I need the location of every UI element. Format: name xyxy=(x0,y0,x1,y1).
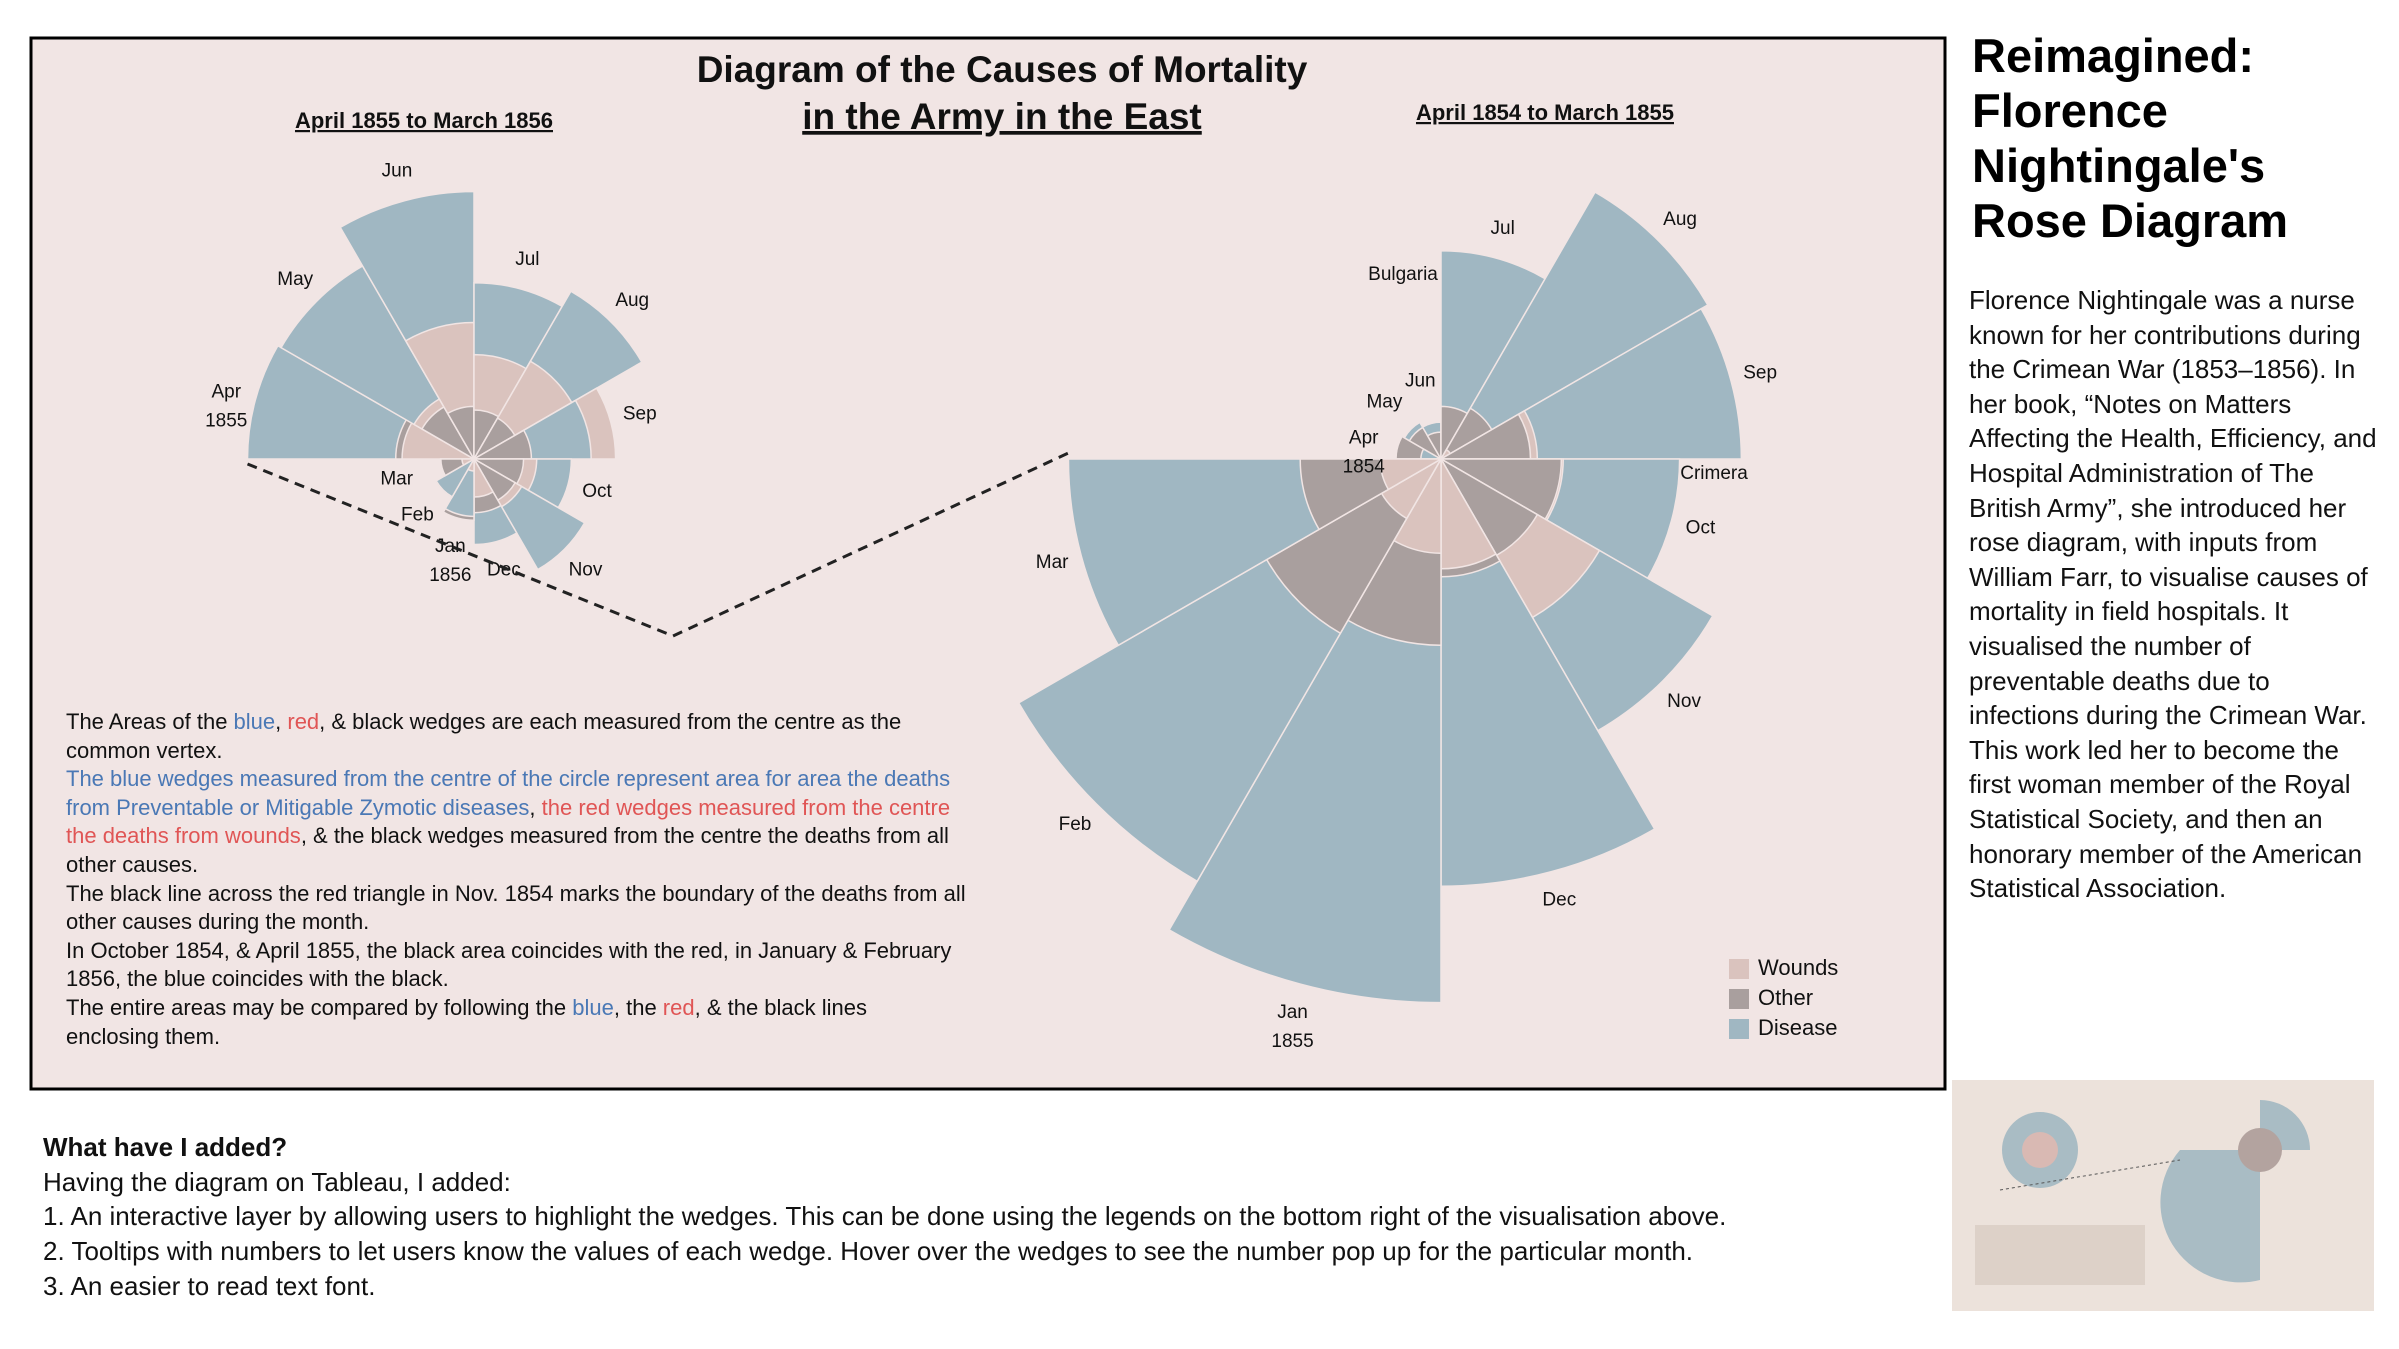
thumbnail-shape xyxy=(1975,1225,2145,1285)
thumbnail-shape xyxy=(2160,1150,2260,1283)
additions: What have I added? Having the diagram on… xyxy=(43,1130,1923,1304)
month-label: Jun xyxy=(1405,371,1436,392)
annotation: Crimera xyxy=(1680,463,1748,484)
month-label: Jan xyxy=(1277,1002,1308,1023)
annotation: 1855 xyxy=(205,411,247,432)
month-label: Nov xyxy=(569,560,603,581)
wedge[interactable] xyxy=(461,458,477,467)
month-label: Sep xyxy=(1743,363,1777,384)
chart-title: April 1855 to March 1856 xyxy=(295,108,553,133)
wedge[interactable] xyxy=(1440,250,1547,462)
wedge[interactable] xyxy=(1440,456,1656,887)
month-label: Feb xyxy=(401,505,434,526)
note-paragraph: The black line across the red triangle i… xyxy=(66,880,966,937)
wedge[interactable] xyxy=(435,456,477,498)
note-paragraph: The Areas of the blue, red, & black wedg… xyxy=(66,708,966,765)
chart-title: April 1854 to March 1855 xyxy=(1416,100,1674,125)
legend-swatch[interactable] xyxy=(1729,989,1749,1009)
month-label: Dec xyxy=(1542,890,1576,911)
month-label: Mar xyxy=(1036,552,1069,573)
additions-line: 2. Tooltips with numbers to let users kn… xyxy=(43,1236,1693,1267)
thumbnail-shape xyxy=(2022,1132,2058,1168)
month-label: Feb xyxy=(1059,814,1092,835)
note-text: red xyxy=(287,709,320,734)
note-text: The entire areas may be compared by foll… xyxy=(66,994,573,1020)
wedge[interactable] xyxy=(444,456,475,518)
note-text: red xyxy=(662,994,695,1020)
note-text: , the xyxy=(613,994,663,1020)
legend-swatch[interactable] xyxy=(1729,959,1749,979)
legend-notes: The Areas of the blue, red, & black wedg… xyxy=(66,708,966,1051)
month-label: Jul xyxy=(1491,218,1515,239)
legend: Wounds Other Disease xyxy=(1729,955,1838,1040)
connector xyxy=(246,451,1070,638)
note-paragraph: The blue wedges measured from the centre… xyxy=(66,765,966,879)
note-text: The black line across the red triangle i… xyxy=(66,880,966,935)
legend-swatch[interactable] xyxy=(1729,1019,1749,1039)
legend-label[interactable]: Other xyxy=(1758,985,1813,1010)
note-text: The Areas of the xyxy=(66,709,234,734)
month-label: May xyxy=(277,269,313,290)
annotation: 1855 xyxy=(1271,1031,1313,1052)
note-text: , xyxy=(529,794,542,820)
month-label: Jun xyxy=(382,161,413,182)
note-text: The blue wedges measured from the centre… xyxy=(66,766,951,820)
month-label: May xyxy=(1366,391,1402,412)
note-paragraph: In October 1854, & April 1855, the black… xyxy=(66,937,966,994)
rose-chart: April 1855 to March 1856 Apr May Jun Jul Aug S… xyxy=(205,108,657,586)
wedge[interactable] xyxy=(1379,458,1444,491)
month-label: Dec xyxy=(487,560,521,581)
note-text: blue xyxy=(233,709,276,734)
month-label: Apr xyxy=(211,382,241,403)
month-label: Nov xyxy=(1667,691,1701,712)
thumbnail-shape xyxy=(2238,1128,2282,1172)
note-paragraph: The entire areas may be compared by foll… xyxy=(66,994,966,1051)
original-thumbnail xyxy=(1952,1080,2374,1311)
annotation: Bulgaria xyxy=(1368,264,1438,285)
additions-line: Having the diagram on Tableau, I added: xyxy=(43,1166,511,1197)
month-label: Aug xyxy=(1663,209,1697,230)
month-label: Jul xyxy=(515,249,539,270)
month-label: Apr xyxy=(1349,427,1379,448)
note-text: , & black wedges are each measured from … xyxy=(66,709,902,763)
sidebar-title: Reimagined: Florence Nightingale's Rose … xyxy=(1972,29,2289,247)
annotation: 1854 xyxy=(1343,456,1386,477)
additions-heading: What have I added? xyxy=(43,1132,288,1162)
month-label: Sep xyxy=(623,404,657,425)
legend-label[interactable]: Disease xyxy=(1758,1015,1837,1040)
note-text: , & the black lines enclosing them. xyxy=(66,994,868,1049)
note-text: , xyxy=(275,709,288,734)
wedge[interactable] xyxy=(1438,191,1709,462)
note-text: , & the black wedges measured from the c… xyxy=(66,823,949,877)
additions-line: 1. An interactive layer by allowing user… xyxy=(43,1201,1727,1232)
annotation: 1856 xyxy=(429,565,471,586)
month-label: Oct xyxy=(582,481,612,502)
additions-line: 3. An easier to read text font. xyxy=(43,1270,376,1301)
month-label: Oct xyxy=(1686,518,1716,539)
month-label: Aug xyxy=(615,290,649,311)
sidebar-body: Florence Nightingale was a nurse known f… xyxy=(1969,285,2377,904)
panel-title: Diagram of the Causes of Mortality xyxy=(697,49,1308,90)
month-label: Mar xyxy=(380,469,413,490)
month-label: Jan xyxy=(435,536,466,557)
legend-label[interactable]: Wounds xyxy=(1758,955,1838,980)
panel-subtitle: in the Army in the East xyxy=(802,96,1202,137)
note-text: blue xyxy=(572,994,614,1020)
thumbnail-shape xyxy=(1999,1159,2181,1191)
note-text: In October 1854, & April 1855, the black… xyxy=(66,937,952,992)
note-text: the red wedges measured from the centre … xyxy=(66,794,951,849)
